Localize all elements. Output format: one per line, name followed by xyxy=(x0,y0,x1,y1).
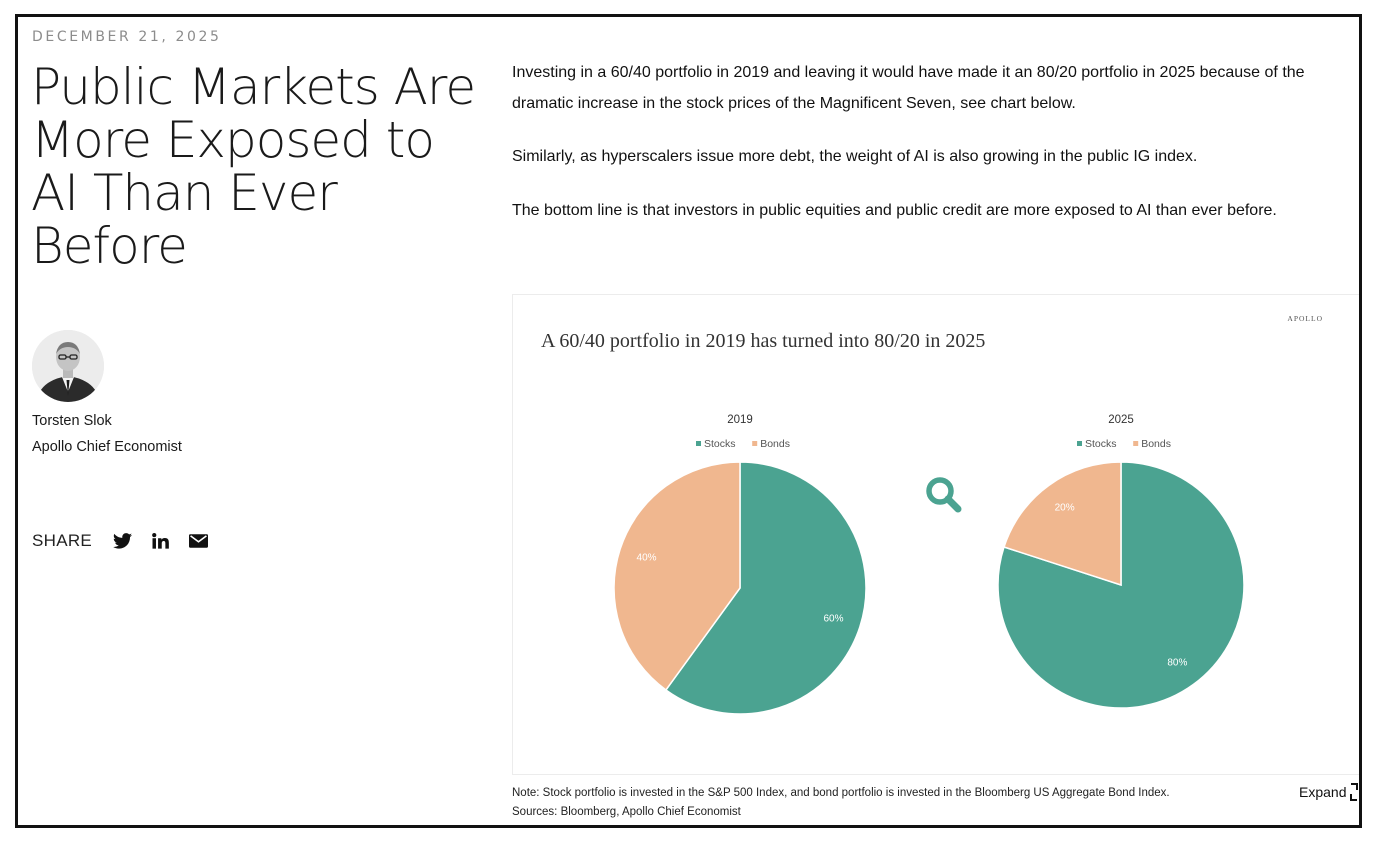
pie-data-label: 60% xyxy=(823,613,843,624)
chart-card[interactable]: APOLLO A 60/40 portfolio in 2019 has tur… xyxy=(512,294,1359,775)
expand-icon xyxy=(1350,783,1359,801)
author-avatar xyxy=(32,330,104,402)
legend-entry-stocks: Stocks xyxy=(1085,438,1117,450)
legend-swatch-bonds xyxy=(1133,441,1139,446)
article-frame: DECEMBER 21, 2025 Public Markets Are Mor… xyxy=(15,14,1362,828)
author-name: Torsten Slok xyxy=(32,413,112,429)
twitter-icon[interactable] xyxy=(112,531,132,551)
pie-slice-stocks xyxy=(664,461,867,715)
chart-note-line: Note: Stock portfolio is invested in the… xyxy=(512,787,1170,799)
legend-swatch-bonds xyxy=(752,441,758,446)
chart-brand: APOLLO xyxy=(1287,314,1323,323)
magnify-icon[interactable] xyxy=(926,477,962,513)
share-label: SHARE xyxy=(32,531,93,550)
author-photo xyxy=(32,330,104,402)
pie-data-label: 40% xyxy=(637,553,657,564)
expand-button[interactable]: Expand xyxy=(1299,783,1359,801)
pie-slice-bonds xyxy=(613,461,741,691)
mail-icon[interactable] xyxy=(188,531,208,551)
article-paragraph-3: The bottom line is that investors in pub… xyxy=(512,202,1277,219)
article-paragraph-2: Similarly, as hyperscalers issue more de… xyxy=(512,148,1198,165)
article-title: Public Markets Are More Exposed to AI Th… xyxy=(31,58,476,275)
expand-label: Expand xyxy=(1299,784,1347,800)
pie-2025: 2025 Stocks Bonds 80% 20% xyxy=(997,414,1245,709)
legend-swatch-stocks xyxy=(696,441,701,446)
pie-data-label: 20% xyxy=(1055,502,1075,513)
article-date: DECEMBER 21, 2025 xyxy=(32,29,222,45)
linkedin-icon[interactable] xyxy=(150,531,170,551)
legend-entry-bonds: Bonds xyxy=(760,438,790,450)
pie-chart-figure: APOLLO A 60/40 portfolio in 2019 has tur… xyxy=(541,314,1323,715)
pie-year-label: 2025 xyxy=(1108,414,1134,426)
legend-entry-bonds: Bonds xyxy=(1141,438,1171,450)
pie-year-label: 2019 xyxy=(727,414,753,426)
pie-slice-bonds xyxy=(1003,461,1122,587)
legend-entry-stocks: Stocks xyxy=(704,438,736,450)
article-paragraph-1: Investing in a 60/40 portfolio in 2019 a… xyxy=(512,64,1305,112)
chart-title: A 60/40 portfolio in 2019 has turned int… xyxy=(541,330,985,352)
pie-2019: 2019 Stocks Bonds 60% 40% xyxy=(613,414,867,715)
chart-note: Note: Stock portfolio is invested in the… xyxy=(512,784,1170,822)
share-row: SHARE xyxy=(32,530,226,552)
chart-sources-line: Sources: Bloomberg, Apollo Chief Economi… xyxy=(512,806,741,818)
author-role: Apollo Chief Economist xyxy=(32,439,182,455)
pie-data-label: 80% xyxy=(1167,658,1187,669)
legend-swatch-stocks xyxy=(1077,441,1082,446)
